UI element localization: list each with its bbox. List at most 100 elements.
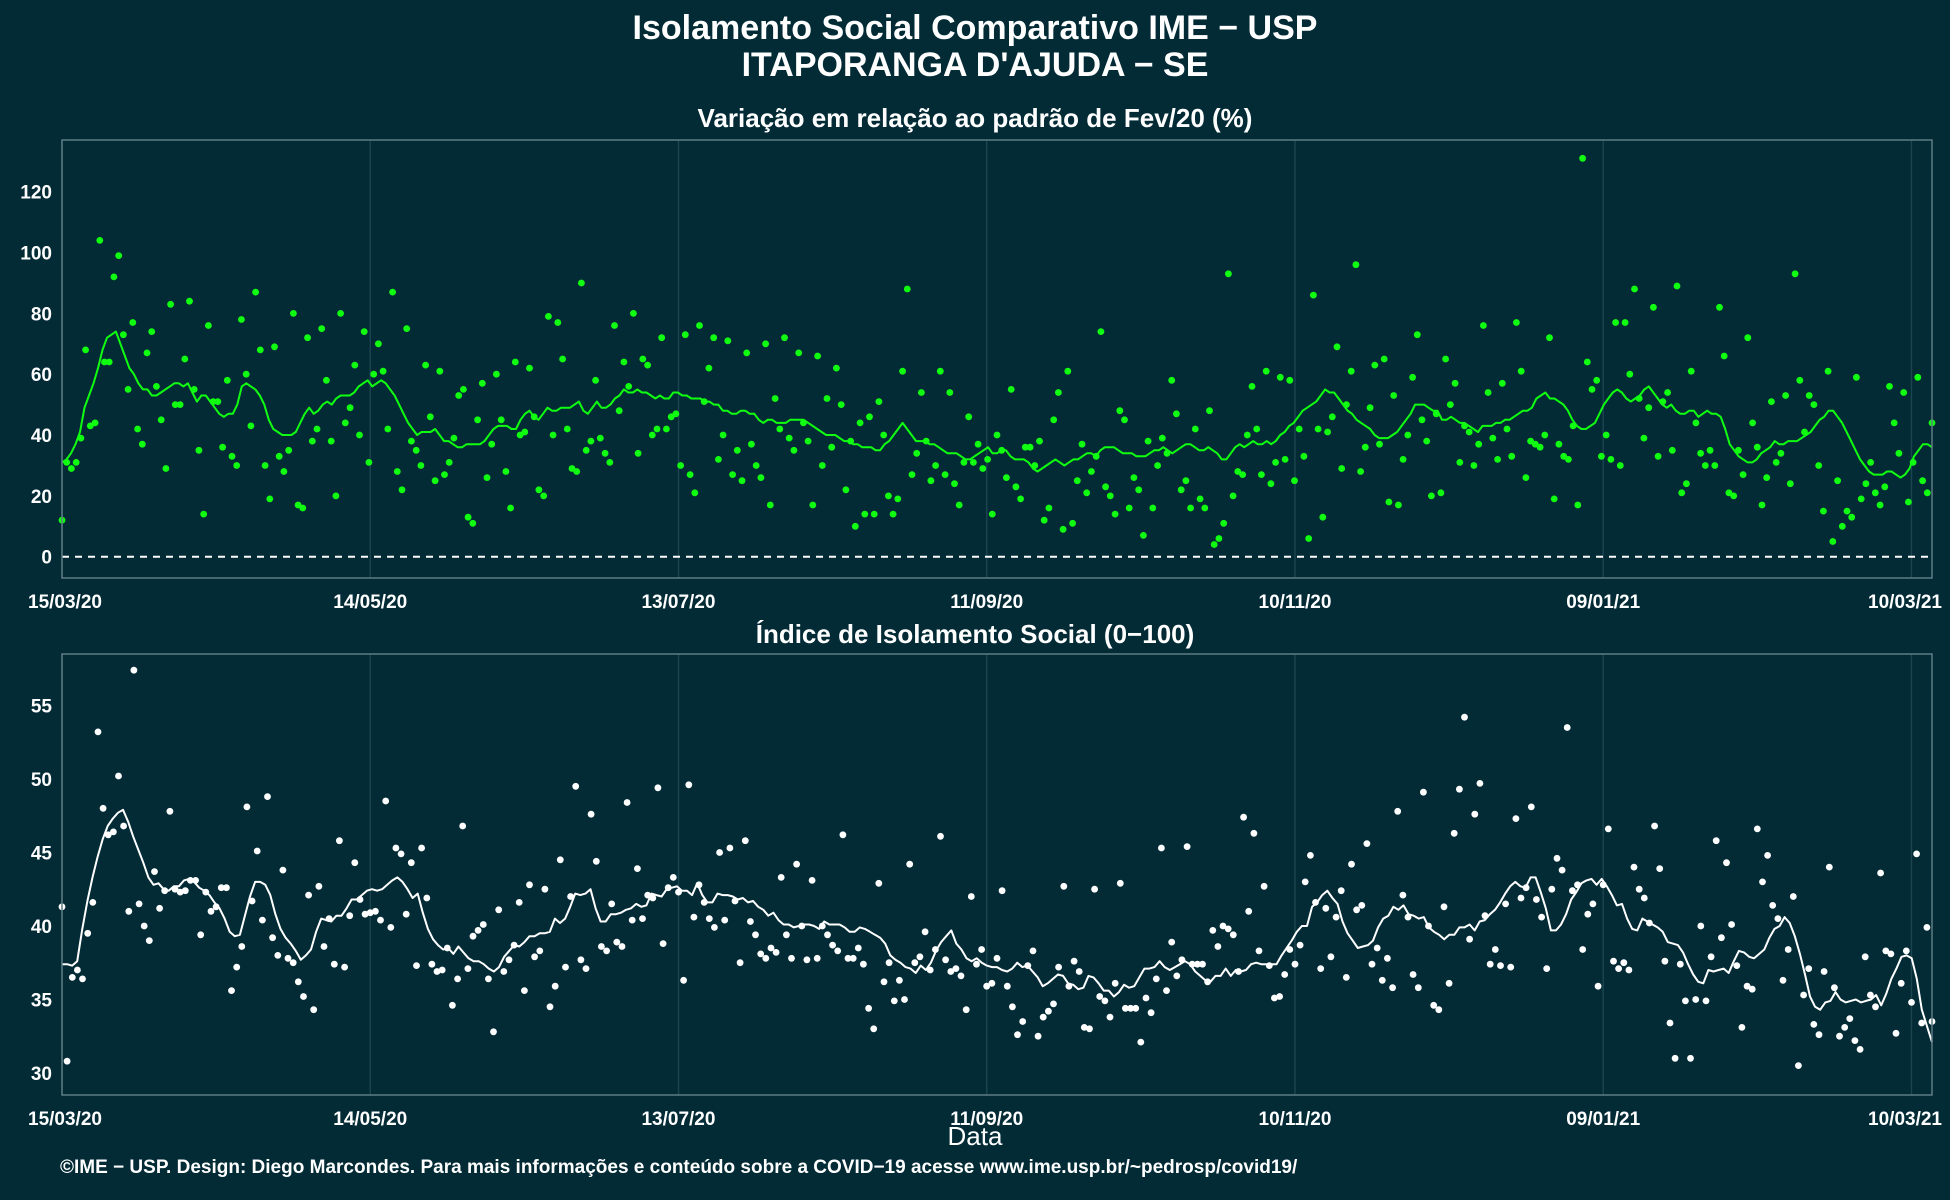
data-point [279,866,287,874]
data-point [1905,498,1912,506]
data-point [1820,968,1828,975]
data-point [441,471,448,478]
x-tick-label: 14/05/20 [333,1109,407,1130]
data-point [176,401,184,408]
y-tick-label: 0 [41,548,52,569]
data-point [96,237,104,244]
data-point [315,882,323,890]
data-point [389,288,396,296]
data-point [1442,355,1449,363]
data-point [129,319,137,326]
y-tick-label: 80 [31,304,52,325]
data-point [337,310,344,317]
data-point [747,918,754,925]
y-tick-label: 30 [31,1064,52,1085]
data-point [608,900,616,908]
data-point [397,850,405,858]
data-point [1579,946,1587,953]
data-point [577,956,585,964]
x-tick-label: 13/07/20 [641,1109,715,1130]
data-point [1723,859,1730,867]
data-point [906,860,914,868]
data-point [1718,934,1725,942]
data-point [84,929,92,937]
data-point [870,510,878,518]
data-point [1763,474,1771,481]
data-point [1389,984,1396,992]
data-point [74,966,81,974]
data-point [264,793,271,800]
data-point [955,501,963,509]
x-axis-label: Data [947,1121,1003,1151]
data-point [639,915,646,922]
data-point [181,887,189,895]
data-point [1621,319,1629,326]
data-point [582,446,590,454]
data-point [1707,953,1715,961]
moving-average-line [62,808,1933,1043]
data-point [1154,462,1161,469]
data-point [880,978,888,986]
data-point [214,398,222,405]
data-point [1271,994,1278,1002]
data-point [854,944,862,952]
data-point [984,456,991,463]
data-point [1368,960,1376,968]
data-point [680,976,687,984]
data-point [1508,452,1516,460]
data-point [844,954,852,962]
data-point [1651,822,1658,830]
data-point [115,772,122,780]
data-point [1361,443,1369,451]
data-point [1867,991,1874,999]
data-point [1281,971,1289,978]
data-point [974,440,982,448]
data-point [1753,443,1761,451]
data-point [1317,965,1325,972]
data-point [1121,416,1128,424]
data-point [1748,985,1756,993]
data-point [1301,878,1309,886]
data-point [438,966,446,974]
data-point [901,996,908,1003]
data-point [1069,519,1076,527]
data-point [1272,459,1279,466]
data-point [1565,456,1572,463]
data-point [1867,459,1874,466]
data-point [1853,373,1860,381]
data-point [1225,270,1232,278]
data-point [408,437,415,445]
data-point [156,904,164,912]
data-point [672,410,680,418]
data-point [464,965,472,972]
data-point [1789,893,1797,900]
data-point [1210,541,1218,548]
data-point [379,367,387,375]
data-point [865,1004,872,1012]
data-point [134,425,142,433]
data-point [515,899,523,906]
data-point [454,975,461,983]
data-point [573,468,581,475]
data-point [360,328,368,335]
data-point [793,860,800,868]
data-point [1923,489,1931,497]
data-point [1378,976,1386,984]
data-point [711,924,718,931]
data-point [1543,965,1551,972]
data-point [493,370,500,378]
data-point [716,849,723,856]
data-point [1183,843,1191,850]
data-point [988,510,996,518]
data-point [1602,431,1610,439]
y-tick-label: 120 [20,183,52,204]
data-point [289,959,297,967]
data-point [1825,863,1833,871]
data-point [1625,966,1633,974]
data-point [978,946,985,953]
data-point [808,877,816,884]
data-point [361,910,369,918]
data-point [449,1001,456,1009]
data-point [1384,954,1391,962]
data-point [1324,428,1331,436]
